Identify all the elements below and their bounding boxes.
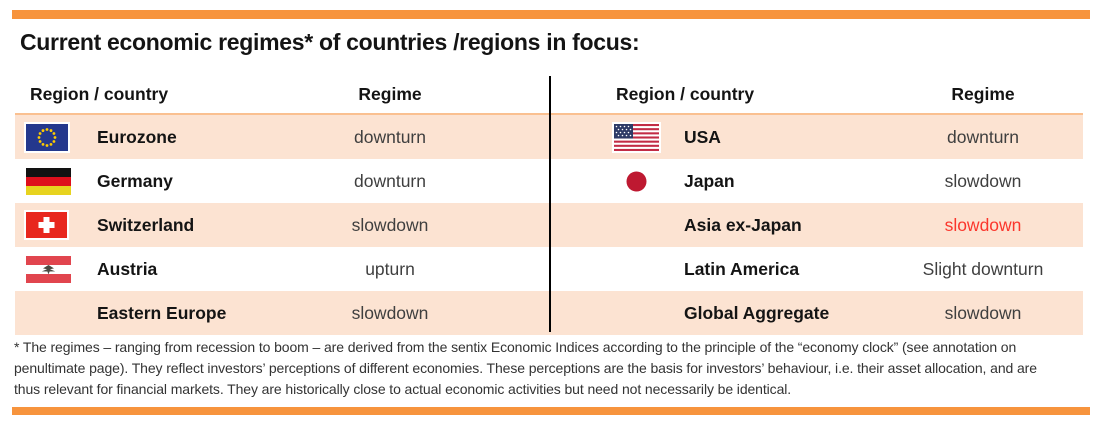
country-label: Germany <box>97 170 173 191</box>
flag-cell <box>550 123 659 151</box>
regimes-table: Region / country Regime Region / country… <box>15 75 1083 335</box>
regime-value-alert: slowdown <box>944 214 1022 235</box>
country-label: Asia ex-Japan <box>684 214 802 235</box>
table-row-asia-ex-japan: Asia ex-Japan slowdown <box>550 203 1083 247</box>
country-label: USA <box>684 126 721 147</box>
flag-cell <box>15 167 71 195</box>
japan-flag-icon <box>614 167 659 195</box>
table-body-left: Eurozone downturn Germany downturn <box>15 113 550 335</box>
table-row-japan: Japan slowdown <box>550 159 1083 203</box>
footnote-line: thus relevant for financial markets. The… <box>14 381 792 397</box>
footnote: * The regimes – ranging from recession t… <box>14 337 1094 400</box>
country-label: Eurozone <box>97 126 177 147</box>
page-title: Current economic regimes* of countries /… <box>20 29 640 55</box>
country-label: Austria <box>97 258 158 279</box>
column-header-region-country-right: Region / country <box>616 83 755 104</box>
regime-value: slowdown <box>351 302 429 323</box>
country-label: Latin America <box>684 258 800 279</box>
table-row-usa: USA downturn <box>550 115 1083 159</box>
regime-value: slowdown <box>944 170 1022 191</box>
column-header-regime-left: Regime <box>358 83 422 104</box>
regime-value: downturn <box>947 126 1019 147</box>
country-label: Switzerland <box>97 214 195 235</box>
austria-eagle-emblem <box>41 264 56 274</box>
table-vertical-divider <box>549 76 551 332</box>
country-label: Eastern Europe <box>97 302 227 323</box>
footnote-line: * The regimes – ranging from recession t… <box>14 339 1017 355</box>
germany-flag-icon <box>26 167 71 195</box>
eu-flag-icon <box>26 123 68 151</box>
table-row-eurozone: Eurozone downturn <box>15 115 550 159</box>
top-accent-bar <box>12 10 1090 19</box>
regime-value: Slight downturn <box>922 258 1044 279</box>
flag-cell <box>15 123 71 151</box>
table-row-austria: Austria upturn <box>15 247 550 291</box>
country-label: Global Aggregate <box>684 302 830 323</box>
table-row-germany: Germany downturn <box>15 159 550 203</box>
table-row-global-aggregate: Global Aggregate slowdown <box>550 291 1083 335</box>
table-header-row: Region / country Regime Region / country… <box>15 75 1083 113</box>
column-header-region-country-left: Region / country <box>30 83 169 104</box>
flag-cell <box>550 167 659 195</box>
footnote-line: penultimate page). They reflect investor… <box>14 360 1037 376</box>
flag-cell <box>15 255 71 283</box>
flag-cell <box>15 212 71 238</box>
regime-value: slowdown <box>944 302 1022 323</box>
austria-flag-icon <box>26 255 71 283</box>
table-row-switzerland: Switzerland slowdown <box>15 203 550 247</box>
country-label: Japan <box>684 170 735 191</box>
regime-value: upturn <box>365 258 415 279</box>
regime-value: slowdown <box>351 214 429 235</box>
table-body-right: USA downturn Japan slowdown Asia <box>550 113 1083 335</box>
regime-value: downturn <box>354 126 426 147</box>
switzerland-flag-icon <box>26 212 67 238</box>
bottom-accent-bar <box>12 407 1090 415</box>
column-header-regime-right: Regime <box>951 83 1015 104</box>
usa-flag-icon <box>614 123 659 151</box>
table-row-latin-america: Latin America Slight downturn <box>550 247 1083 291</box>
regime-value: downturn <box>354 170 426 191</box>
table-row-eastern-europe: Eastern Europe slowdown <box>15 291 550 335</box>
